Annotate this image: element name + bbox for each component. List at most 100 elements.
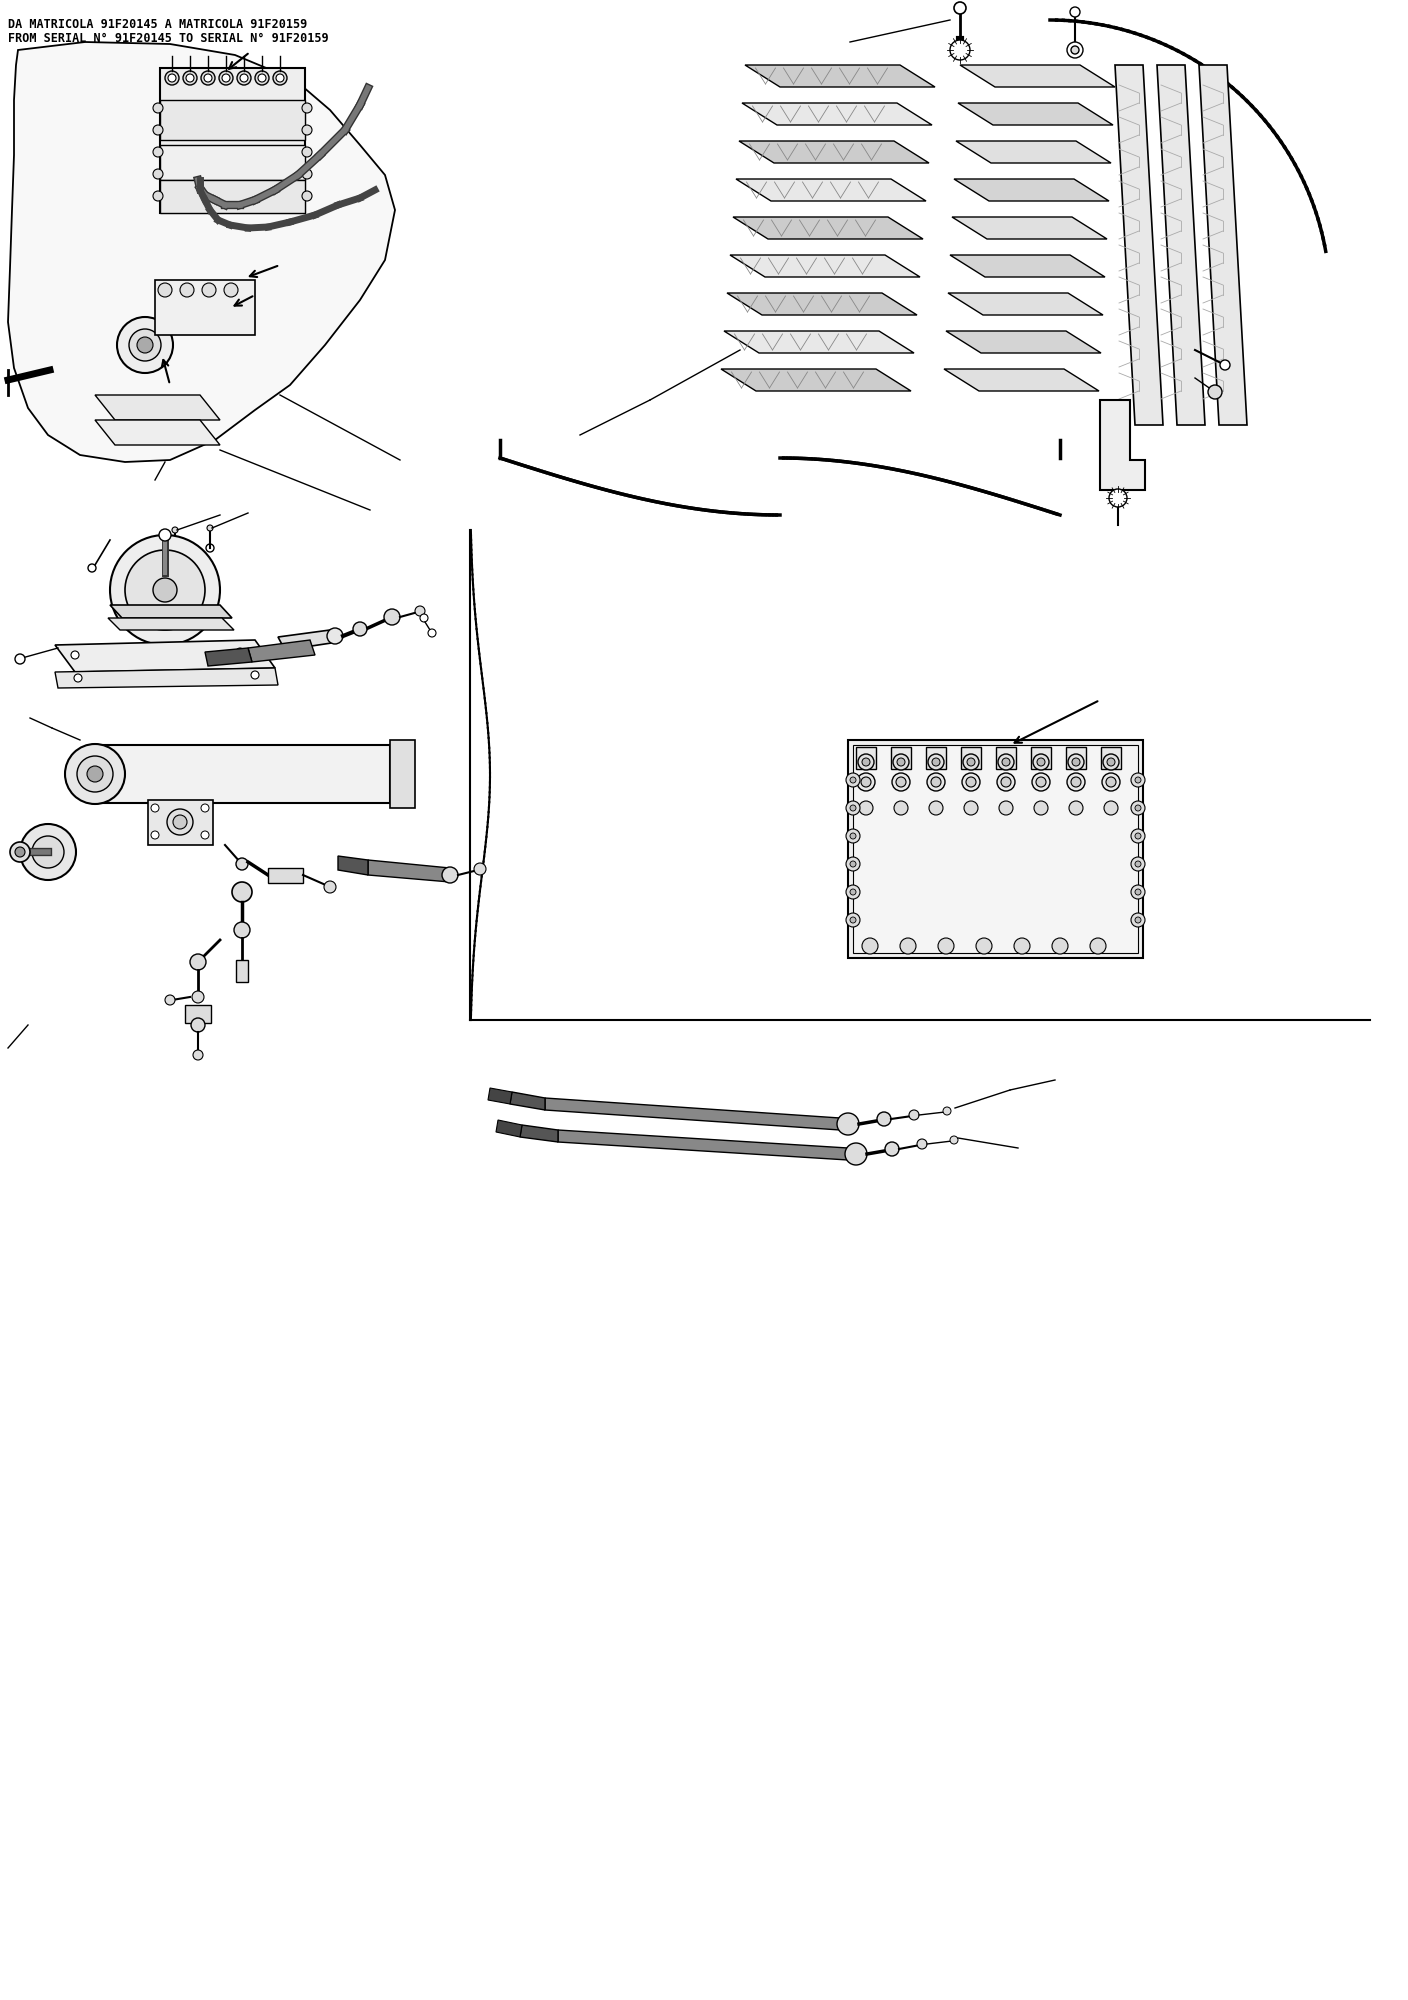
Circle shape <box>190 954 206 970</box>
Polygon shape <box>55 640 275 672</box>
Circle shape <box>117 316 173 372</box>
Circle shape <box>895 776 905 786</box>
Circle shape <box>170 544 179 552</box>
Polygon shape <box>94 420 220 446</box>
Polygon shape <box>734 216 924 238</box>
Circle shape <box>886 1142 898 1156</box>
Bar <box>390 740 415 808</box>
Circle shape <box>976 938 993 954</box>
Circle shape <box>862 758 870 766</box>
Circle shape <box>258 74 266 82</box>
Bar <box>1031 746 1050 768</box>
Polygon shape <box>558 1130 848 1160</box>
Circle shape <box>877 1112 891 1126</box>
Polygon shape <box>94 396 220 420</box>
Circle shape <box>1208 384 1222 400</box>
Circle shape <box>1107 758 1115 766</box>
Circle shape <box>153 148 163 158</box>
Circle shape <box>1001 776 1011 786</box>
Polygon shape <box>1200 64 1247 426</box>
Circle shape <box>207 524 213 530</box>
Circle shape <box>158 282 172 296</box>
Circle shape <box>900 938 917 954</box>
Circle shape <box>186 74 194 82</box>
Circle shape <box>237 70 251 84</box>
Circle shape <box>1090 938 1107 954</box>
Circle shape <box>917 1140 926 1148</box>
Polygon shape <box>955 180 1110 202</box>
Circle shape <box>206 544 214 552</box>
Bar <box>161 100 306 140</box>
Circle shape <box>153 102 163 112</box>
Circle shape <box>1069 754 1084 770</box>
Circle shape <box>1038 758 1045 766</box>
Bar <box>184 1004 211 1024</box>
Circle shape <box>239 74 248 82</box>
Circle shape <box>1104 800 1118 816</box>
Circle shape <box>15 654 25 664</box>
Circle shape <box>10 842 30 862</box>
Circle shape <box>415 606 425 616</box>
Bar <box>926 746 946 768</box>
Polygon shape <box>496 1120 522 1136</box>
Circle shape <box>353 622 367 636</box>
Polygon shape <box>110 604 232 618</box>
Circle shape <box>65 744 125 804</box>
Polygon shape <box>724 330 914 352</box>
Circle shape <box>301 170 313 180</box>
Circle shape <box>1131 772 1145 786</box>
Circle shape <box>159 528 170 540</box>
Polygon shape <box>248 640 315 662</box>
Circle shape <box>850 832 856 840</box>
Circle shape <box>1135 804 1140 812</box>
Circle shape <box>151 832 159 840</box>
Circle shape <box>327 628 344 644</box>
Circle shape <box>893 772 910 790</box>
Circle shape <box>998 754 1014 770</box>
Circle shape <box>955 2 966 14</box>
Circle shape <box>70 652 79 660</box>
Circle shape <box>1014 938 1031 954</box>
Circle shape <box>846 912 860 928</box>
Circle shape <box>442 868 458 884</box>
Circle shape <box>1135 860 1140 868</box>
Circle shape <box>1131 884 1145 900</box>
Circle shape <box>1033 800 1048 816</box>
Polygon shape <box>489 1088 513 1104</box>
Bar <box>1066 746 1086 768</box>
Circle shape <box>1070 6 1080 16</box>
Circle shape <box>191 1018 206 1032</box>
Circle shape <box>1219 360 1231 370</box>
Circle shape <box>845 1144 867 1164</box>
Polygon shape <box>520 1124 558 1142</box>
Bar <box>891 746 911 768</box>
Circle shape <box>1135 776 1140 782</box>
Circle shape <box>932 758 941 766</box>
Circle shape <box>87 564 96 572</box>
Circle shape <box>15 848 25 856</box>
Circle shape <box>1135 888 1140 896</box>
Polygon shape <box>1115 64 1163 426</box>
Circle shape <box>850 888 856 896</box>
Polygon shape <box>206 648 252 666</box>
Circle shape <box>201 70 215 84</box>
Circle shape <box>1071 776 1081 786</box>
Circle shape <box>201 282 215 296</box>
Circle shape <box>153 124 163 136</box>
Polygon shape <box>946 330 1101 352</box>
Circle shape <box>950 1136 957 1144</box>
Circle shape <box>857 772 874 790</box>
Circle shape <box>836 1112 859 1136</box>
Circle shape <box>232 882 252 902</box>
Circle shape <box>910 1110 919 1120</box>
Polygon shape <box>108 618 234 630</box>
Circle shape <box>1032 772 1050 790</box>
Polygon shape <box>55 668 277 688</box>
Polygon shape <box>8 42 396 462</box>
Circle shape <box>165 70 179 84</box>
Circle shape <box>1071 46 1079 54</box>
Circle shape <box>1102 772 1119 790</box>
Circle shape <box>153 170 163 180</box>
Polygon shape <box>736 180 926 202</box>
Circle shape <box>962 772 980 790</box>
